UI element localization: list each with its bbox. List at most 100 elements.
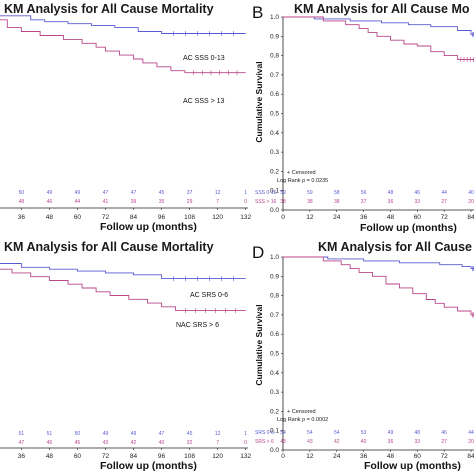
panel-c-x-tick-label: 120 [212, 453, 223, 460]
panel-d-risk-value: 36 [388, 439, 394, 445]
panel-b-risk-value: 27 [441, 199, 447, 205]
panel-c-risk-value: 12 [215, 431, 221, 437]
panel-c-x-tick-label: 72 [102, 453, 110, 460]
panel-d-risk-value: 54 [307, 430, 313, 436]
panel-d-risk-value: 48 [415, 430, 421, 436]
panel-c-xlabel: Follow up (months) [100, 460, 197, 472]
panel-a-x-tick-label: 108 [184, 214, 195, 221]
panel-d-ylabel: Cumulative Survival [254, 304, 264, 385]
panel-c-risk-value: 50 [75, 431, 81, 437]
panel-a-x-tick-label: 132 [240, 214, 251, 221]
panel-a-plot: 36 48 60 72 84 96 108 120 132 50 49 49 47 47 45 37 12 1 48… [0, 15, 251, 221]
panel-b-x-tick-label: 60 [414, 214, 422, 221]
panel-a-risk-value: 1 [244, 190, 247, 196]
panel-d-y-tick-label: 0.9 [270, 273, 279, 280]
panel-c-series-red-label: NAC SRS > 6 [176, 322, 219, 329]
panel-b-y-tick-label: 0.2 [270, 168, 279, 175]
panel-d-y-tick-label: 0.8 [270, 293, 279, 300]
panel-a-title: KM Analysis for All Cause Mortality [4, 2, 214, 16]
panel-c-title: KM Analysis for All Cause Mortality [4, 240, 214, 254]
panel-d-x-tick-label: 0 [281, 453, 285, 460]
panel-b-risk-value: 38 [280, 199, 286, 205]
panel-b-y-tick-label: 0.1 [270, 188, 279, 195]
panel-c-risk-value: 1 [244, 431, 247, 437]
panel-d-y-tick-label: 0.3 [270, 389, 279, 396]
panel-b-y-tick-label: 0.4 [270, 130, 279, 137]
panel-d-x-tick-label: 60 [414, 453, 422, 460]
panel-d-y-tick-label: 0.5 [270, 351, 279, 358]
panel-b-x-tick-label: 36 [360, 214, 368, 221]
panel-a-risk-value: 37 [187, 190, 193, 196]
panel-b-risk-value: 38 [334, 199, 340, 205]
panel-a-risk-value: 29 [187, 199, 193, 205]
panel-b-plot: 1.0 0.9 0.8 0.7 0.6 0.5 0.4 0.3 0.2 0.1 0.00 12 24 36… [270, 14, 474, 221]
panel-b-risk-label-red: SSS > 16 [255, 199, 276, 205]
panel-a-risk-value: 44 [75, 199, 81, 205]
panel-d-risk-value: 43 [307, 439, 313, 445]
panel-d-x-tick-label: 24 [333, 453, 341, 460]
panel-a-risk-value: 45 [159, 190, 165, 196]
panel-c-risk-value: 42 [131, 440, 137, 446]
panel-b-risk-value: 38 [307, 199, 313, 205]
panel-d-risk-value: 40 [361, 439, 367, 445]
panel-b-risk-value: 36 [388, 199, 394, 205]
panel-d-x-tick-label: 12 [306, 453, 314, 460]
panel-a-x-tick-label: 84 [130, 214, 138, 221]
panel-b-ylabel: Cumulative Survival [254, 61, 264, 142]
panel-c-risk-value: 51 [47, 431, 53, 437]
panel-d-risk-value: 54 [334, 430, 340, 436]
panel-a-risk-value: 47 [131, 190, 137, 196]
panel-b-risk-value: 33 [415, 199, 421, 205]
panel-d-x-tick-label: 84 [467, 453, 474, 460]
panel-d-risk-value: 44 [468, 430, 474, 436]
panel-d-risk-value: 53 [361, 430, 367, 436]
panel-b-y-tick-label: 0.9 [270, 33, 279, 40]
panel-d-series-blue-line [283, 256, 474, 270]
panel-a-series-red-line [0, 19, 246, 74]
panel-d-risk-value: 42 [334, 439, 340, 445]
panel-a-risk-value: 39 [131, 199, 137, 205]
panel-b-xlabel: Follow up (months) [360, 222, 457, 234]
panel-b-x-tick-label: 12 [306, 214, 314, 221]
panel-b-y-tick-label: 0.3 [270, 149, 279, 156]
panel-b-risk-value: 58 [334, 190, 340, 196]
panel-a-x-tick-label: 72 [102, 214, 110, 221]
panel-c-risk-value: 7 [216, 440, 219, 446]
panel-c-x-tick-label: 48 [46, 453, 54, 460]
panel-a-x-tick-label: 120 [212, 214, 223, 221]
panel-c-risk-value: 45 [75, 440, 81, 446]
panel-a-risk-value: 7 [216, 199, 219, 205]
panel-b-risk-value: 20 [468, 199, 474, 205]
panel-d-risk-value: 54 [280, 430, 286, 436]
panel-a-x-tick-label: 48 [46, 214, 54, 221]
panel-c-risk-value: 0 [244, 440, 247, 446]
panel-a-series-red-label: AC SSS > 13 [183, 98, 225, 105]
panel-d-title: KM Analysis for All Cause Mo [318, 240, 474, 254]
panel-a-risk-value: 41 [103, 199, 109, 205]
panel-a-risk-value: 46 [47, 199, 53, 205]
panel-d-y-tick-label: 0.6 [270, 331, 279, 338]
panel-b-risk-value: 44 [441, 190, 447, 196]
panel-b-series-red-line [283, 16, 474, 60]
panel-c-risk-value: 51 [19, 431, 25, 437]
panel-b-y-tick-label: 0.8 [270, 53, 279, 60]
panel-c-risk-value: 49 [131, 431, 137, 437]
panel-b-x-tick-label: 72 [441, 214, 449, 221]
panel-a-risk-value: 49 [75, 190, 81, 196]
panel-c-risk-value: 32 [187, 440, 193, 446]
panel-a-xlabel: Follow up (months) [100, 221, 197, 233]
panel-c-series-blue-line [0, 263, 246, 280]
panel-d-y-tick-label: 1.0 [270, 254, 279, 261]
panel-c-risk-value: 43 [103, 440, 109, 446]
panel-b-risk-value: 37 [361, 199, 367, 205]
panel-a-risk-value: 50 [19, 190, 25, 196]
panel-d-y-tick-label: 0.2 [270, 408, 279, 415]
panel-d-risk-value: 33 [415, 439, 421, 445]
panel-b-risk-value: 48 [388, 190, 394, 196]
panel-b-y-tick-label: 0.5 [270, 111, 279, 118]
panel-b-risk-value: 59 [307, 190, 313, 196]
panel-d-legend-censored: + Censored [287, 409, 316, 415]
panel-c-x-tick-label: 132 [240, 453, 251, 460]
panel-b-y-tick-label: 0.6 [270, 91, 279, 98]
